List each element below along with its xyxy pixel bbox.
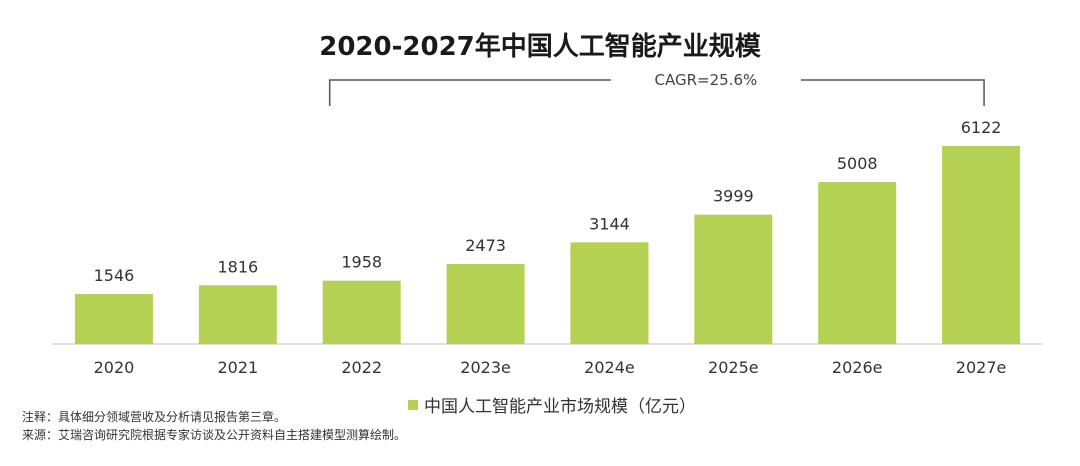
data-label-2022: 1958	[341, 253, 382, 272]
bar-2026e	[818, 182, 897, 344]
chart-title: 2020-2027年中国人工智能产业规模	[319, 32, 761, 62]
cagr-bracket-right	[800, 79, 985, 106]
cagr-bracket-left	[328, 79, 611, 106]
data-label-2024e: 3144	[589, 214, 630, 233]
bar-2021	[198, 285, 277, 344]
footnote-note: 注释：具体细分领域营收及分析请见报告第三章。	[22, 410, 287, 424]
data-label-2020: 1546	[94, 266, 135, 285]
footnote-source: 来源：艾瑞咨询研究院根据专家访谈及公开资料自主搭建模型测算绘制。	[22, 428, 407, 442]
x-tick-label-2023e: 2023e	[460, 358, 511, 377]
bar-2027e	[942, 146, 1021, 344]
x-tick-label-2024e: 2024e	[584, 358, 635, 377]
bar-2020	[74, 293, 153, 344]
legend-label: 中国人工智能产业市场规模（亿元）	[424, 397, 696, 417]
x-tick-label-2025e: 2025e	[708, 358, 759, 377]
data-label-2023e: 2473	[465, 236, 506, 255]
bar-2025e	[694, 214, 773, 344]
bar-chart: 1546 2020 1816 2021 1958 2022 2473 2023e 3144 202…	[52, 71, 1043, 377]
data-label-2026e: 5008	[837, 154, 878, 173]
bar-2024e	[570, 242, 649, 344]
data-label-2027e: 6122	[961, 118, 1002, 137]
legend: 中国人工智能产业市场规模（亿元）	[408, 392, 696, 417]
x-tick-label-2022: 2022	[341, 358, 382, 377]
x-tick-label-2027e: 2027e	[956, 358, 1007, 377]
data-label-2025e: 3999	[713, 187, 754, 206]
bar-2022	[322, 280, 401, 344]
legend-swatch	[408, 399, 418, 410]
x-tick-label-2021: 2021	[217, 358, 258, 377]
x-tick-label-2026e: 2026e	[832, 358, 883, 377]
cagr-annotation: CAGR=25.6%	[655, 71, 758, 89]
x-tick-label-2020: 2020	[94, 358, 135, 377]
bar-2023e	[446, 264, 525, 344]
data-label-2021: 1816	[217, 257, 258, 276]
